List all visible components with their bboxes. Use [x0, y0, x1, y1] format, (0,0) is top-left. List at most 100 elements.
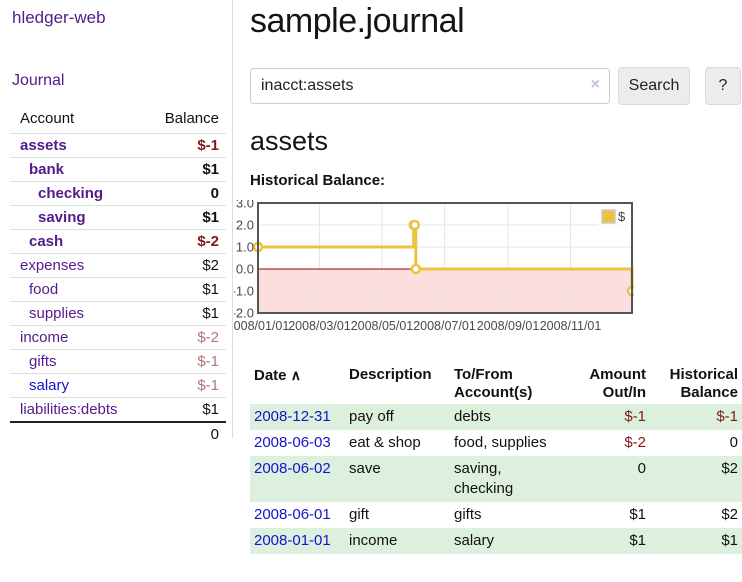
account-row: supplies $1: [10, 301, 226, 326]
account-balance: $-1: [142, 373, 226, 398]
svg-text:2008/07/01: 2008/07/01: [413, 319, 476, 333]
sidebar-account-link[interactable]: bank: [29, 161, 65, 178]
transaction-accounts: saving, checking: [454, 460, 514, 497]
transaction-balance: $2: [721, 506, 738, 523]
register-column-header: Date ∧: [254, 367, 301, 384]
account-balance: $-1: [142, 133, 226, 158]
register-row: 2008-06-02 save saving, checking 0 $2: [250, 456, 742, 502]
historical-balance-chart: $3.0 2.0 1.0 0.0 -1.0 -2.02008/01/012008/03/0…: [227, 196, 742, 347]
register-table: Date ∧ Description To/From Account(s) Amount…: [250, 364, 742, 554]
transaction-date-link[interactable]: 2008-06-03: [254, 434, 331, 451]
transaction-amount: $1: [629, 506, 646, 523]
transaction-date-link[interactable]: 2008-06-01: [254, 506, 331, 523]
svg-text:1.0: 1.0: [236, 240, 254, 255]
accounts-total-value: 0: [142, 421, 226, 446]
search-button[interactable]: Search: [618, 67, 690, 105]
account-balance: $2: [142, 253, 226, 278]
svg-text:3.0: 3.0: [236, 200, 254, 211]
transaction-date-link[interactable]: 2008-01-01: [254, 532, 331, 549]
clear-search-icon[interactable]: ×: [590, 76, 600, 93]
app-title-link[interactable]: hledger-web: [12, 8, 106, 27]
account-balance: $1: [142, 397, 226, 422]
account-row: cash $-2: [10, 229, 226, 254]
transaction-description: income: [349, 532, 398, 549]
transaction-amount: $1: [629, 532, 646, 549]
account-balance: $1: [142, 277, 226, 302]
account-balance: $1: [142, 205, 226, 230]
register-row: 2008-06-03 eat & shop food, supplies $-2 0: [250, 430, 742, 456]
accounts-header-balance: Balance: [164, 110, 219, 127]
sidebar-account-link[interactable]: saving: [38, 209, 86, 226]
sidebar-account-link[interactable]: liabilities:debts: [20, 401, 118, 418]
svg-text:-2.0: -2.0: [234, 306, 254, 321]
svg-text:2008/05/01: 2008/05/01: [351, 319, 414, 333]
svg-text:$: $: [618, 209, 626, 224]
transaction-date-link[interactable]: 2008-06-02: [254, 460, 331, 477]
account-row: food $1: [10, 277, 226, 302]
transaction-amount: $-1: [624, 408, 646, 425]
register-column-header: To/From Account(s): [454, 366, 533, 401]
transaction-accounts: salary: [454, 532, 495, 549]
sidebar-account-link[interactable]: income: [20, 329, 69, 346]
transaction-balance: $2: [721, 460, 738, 477]
svg-text:2008/03/01: 2008/03/01: [288, 319, 351, 333]
register-column-header: Description: [349, 366, 432, 383]
search-input[interactable]: [250, 68, 610, 104]
transaction-balance: 0: [729, 434, 738, 451]
transaction-description: gift: [349, 506, 370, 523]
account-row: bank $1: [10, 157, 226, 182]
page-title: sample.journal: [250, 2, 465, 40]
transaction-description: pay off: [349, 408, 394, 425]
account-balance: $1: [142, 301, 226, 326]
account-balance: 0: [142, 181, 226, 206]
chart-title: Historical Balance:: [250, 172, 386, 189]
account-row: expenses $2: [10, 253, 226, 278]
transaction-accounts: debts: [454, 408, 491, 425]
account-balance: $-2: [142, 229, 226, 254]
sidebar-account-link[interactable]: assets: [20, 137, 67, 154]
account-row: liabilities:debts $1: [10, 397, 226, 422]
svg-text:2008/01/01: 2008/01/01: [234, 319, 289, 333]
transaction-description: save: [349, 460, 381, 477]
transaction-amount: $-2: [624, 434, 646, 451]
transaction-accounts: food, supplies: [454, 434, 547, 451]
accounts-header-account: Account: [20, 110, 75, 127]
account-row: assets $-1: [10, 133, 226, 158]
sidebar-account-link[interactable]: salary: [29, 377, 70, 394]
account-row: income $-2: [10, 325, 226, 350]
account-row: checking 0: [10, 181, 226, 206]
account-balance: $-1: [142, 349, 226, 374]
register-row: 2008-12-31 pay off debts $-1 $-1: [250, 404, 742, 430]
transaction-amount: 0: [637, 460, 646, 477]
transaction-balance: $1: [721, 532, 738, 549]
transaction-description: eat & shop: [349, 434, 421, 451]
register-row: 2008-06-01 gift gifts $1 $2: [250, 502, 742, 528]
sidebar-account-link[interactable]: cash: [29, 233, 64, 250]
svg-text:2008/09/01: 2008/09/01: [477, 319, 540, 333]
transaction-accounts: gifts: [454, 506, 482, 523]
account-page-title: assets: [250, 126, 329, 156]
chart-legend: $: [598, 207, 630, 227]
svg-text:0.0: 0.0: [236, 262, 254, 277]
help-button[interactable]: ?: [705, 67, 741, 105]
svg-text:-1.0: -1.0: [234, 284, 254, 299]
sidebar-account-link[interactable]: gifts: [29, 353, 57, 370]
register-row: 2008-01-01 income salary $1 $1: [250, 528, 742, 554]
account-row: gifts $-1: [10, 349, 226, 374]
account-balance: $-2: [142, 325, 226, 350]
sidebar-account-link[interactable]: checking: [38, 185, 104, 202]
account-row: saving $1: [10, 205, 226, 230]
transaction-date-link[interactable]: 2008-12-31: [254, 408, 331, 425]
sidebar-account-link[interactable]: expenses: [20, 257, 85, 274]
sidebar: hledger-web Journal Account Balance asse…: [0, 0, 233, 446]
chart-svg: $3.0 2.0 1.0 0.0 -1.0 -2.02008/01/012008/03/0…: [227, 196, 638, 333]
sidebar-account-link[interactable]: supplies: [29, 305, 85, 322]
svg-text:2.0: 2.0: [236, 218, 254, 233]
transaction-balance: $-1: [716, 408, 738, 425]
accounts-total-row: 0: [10, 421, 226, 446]
account-row: salary $-1: [10, 373, 226, 398]
register-column-header: Amount Out/In: [589, 366, 646, 401]
account-balance: $1: [142, 157, 226, 182]
sidebar-item-journal[interactable]: Journal: [12, 72, 65, 89]
sidebar-account-link[interactable]: food: [29, 281, 59, 298]
